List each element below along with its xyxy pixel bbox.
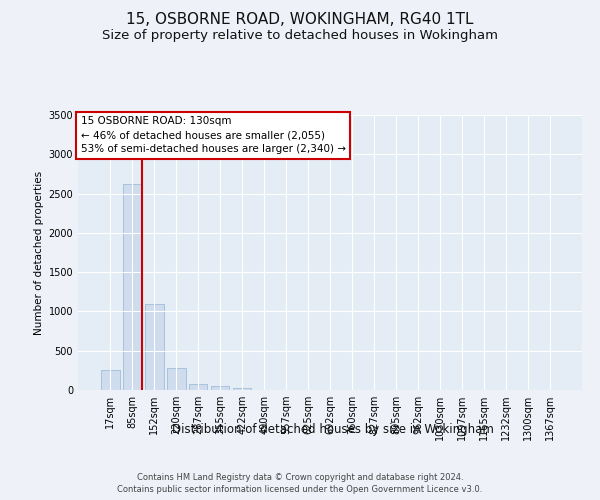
Bar [101, 370, 119, 390]
Text: Contains public sector information licensed under the Open Government Licence v3: Contains public sector information licen… [118, 485, 482, 494]
Text: 15, OSBORNE ROAD, WOKINGHAM, RG40 1TL: 15, OSBORNE ROAD, WOKINGHAM, RG40 1TL [126, 12, 474, 28]
Bar [233, 388, 251, 390]
Bar [123, 184, 142, 390]
Text: Contains HM Land Registry data © Crown copyright and database right 2024.: Contains HM Land Registry data © Crown c… [137, 472, 463, 482]
Bar [189, 384, 208, 390]
Text: Size of property relative to detached houses in Wokingham: Size of property relative to detached ho… [102, 29, 498, 42]
Bar [211, 386, 229, 390]
Y-axis label: Number of detached properties: Number of detached properties [34, 170, 44, 334]
Text: Distribution of detached houses by size in Wokingham: Distribution of detached houses by size … [172, 422, 494, 436]
Bar [145, 304, 164, 390]
Text: 15 OSBORNE ROAD: 130sqm
← 46% of detached houses are smaller (2,055)
53% of semi: 15 OSBORNE ROAD: 130sqm ← 46% of detache… [80, 116, 346, 154]
Bar [167, 368, 185, 390]
